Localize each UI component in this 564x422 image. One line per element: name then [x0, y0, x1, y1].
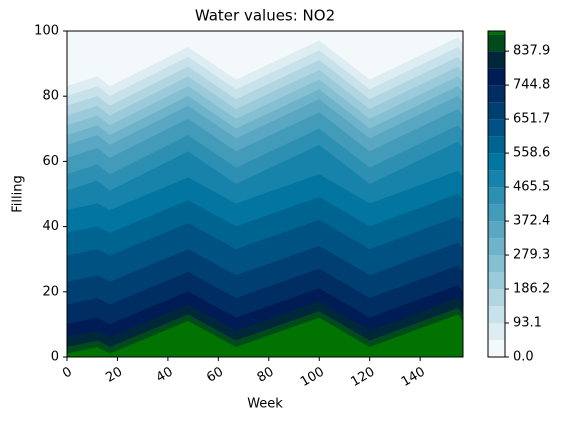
colorbar-band — [488, 289, 505, 307]
x-tick-label: 120 — [348, 365, 377, 390]
colorbar-band — [488, 68, 505, 86]
colorbar-band — [488, 238, 505, 256]
colorbar-band — [488, 221, 505, 239]
x-tick-label: 80 — [255, 365, 277, 386]
x-tick-label: 60 — [204, 365, 226, 386]
x-tick-label: 20 — [103, 365, 125, 386]
colorbar-band — [488, 136, 505, 154]
colorbar-tick-label: 372.4 — [513, 214, 550, 229]
colorbar-band — [488, 31, 505, 35]
colorbar-tick-label: 465.5 — [513, 180, 550, 195]
y-tick-label: 20 — [42, 284, 59, 299]
x-tick-label: 0 — [60, 365, 75, 382]
colorbar-band — [488, 323, 505, 341]
y-tick-label: 60 — [42, 154, 59, 169]
colorbar-tick-label: 651.7 — [513, 112, 550, 127]
y-tick-label: 40 — [42, 219, 59, 234]
colorbar-tick-label: 744.8 — [513, 78, 550, 93]
colorbar-band — [488, 119, 505, 137]
y-tick-label: 80 — [42, 89, 59, 104]
x-axis-label: Week — [247, 397, 283, 412]
plot-frame — [66, 30, 464, 358]
colorbar-tick-label: 837.9 — [513, 44, 550, 59]
y-axis-label: Filling — [11, 175, 26, 212]
colorbar-tick-label: 279.3 — [513, 248, 550, 263]
colorbar-band — [488, 272, 505, 290]
colorbar-tick-label: 0.0 — [513, 350, 534, 365]
colorbar-tick-label: 186.2 — [513, 282, 550, 297]
y-tick-label: 0 — [51, 350, 59, 365]
colorbar-tick-label: 558.6 — [513, 146, 550, 161]
colorbar-tick-label: 93.1 — [513, 316, 542, 331]
colorbar-band — [488, 34, 505, 52]
colorbar-band — [488, 187, 505, 205]
colorbar-band — [488, 85, 505, 103]
colorbar-band — [488, 204, 505, 222]
x-tick-label: 140 — [399, 365, 428, 390]
colorbar-band — [488, 153, 505, 171]
colorbar-band — [488, 102, 505, 120]
colorbar-band — [488, 255, 505, 273]
chart-title: Water values: NO2 — [195, 7, 335, 25]
y-tick-label: 100 — [34, 24, 59, 39]
colorbar-band — [488, 51, 505, 69]
colorbar-band — [488, 340, 505, 357]
x-tick-label: 100 — [298, 365, 327, 390]
colorbar-band — [488, 306, 505, 324]
x-tick-label: 40 — [154, 365, 176, 386]
colorbar-frame — [487, 30, 506, 358]
colorbar-band — [488, 170, 505, 188]
